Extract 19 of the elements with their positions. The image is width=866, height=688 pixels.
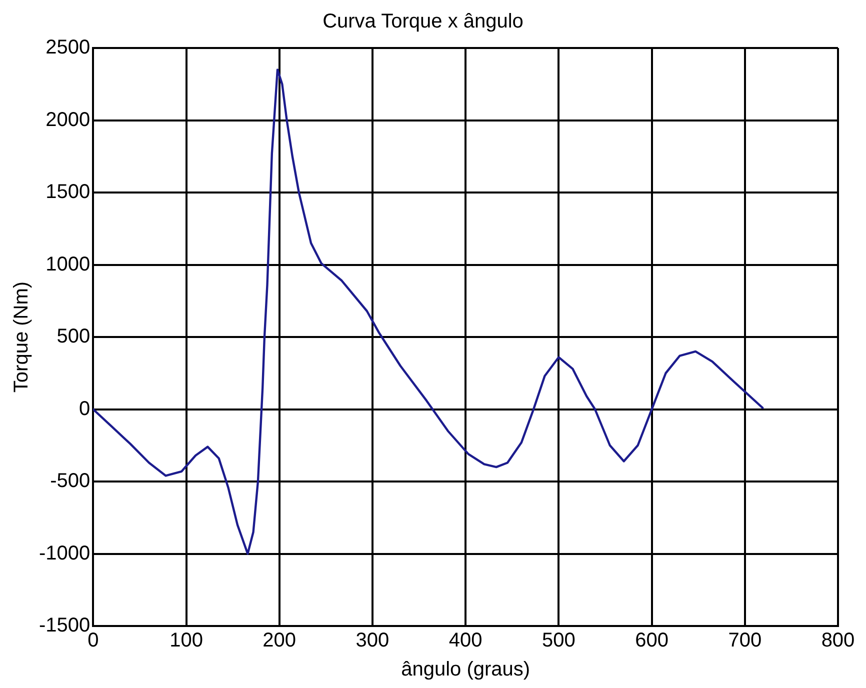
x-axis-title: ângulo (graus) [401,658,530,681]
x-tick-label: 700 [728,630,762,652]
y-tick-label: 2500 [46,36,90,59]
x-tick-label: 500 [542,630,576,652]
y-tick-label: 0 [79,398,90,420]
x-tick-label: 100 [170,630,203,652]
y-tick-label: -500 [50,470,90,492]
y-tick-label: 1500 [46,181,90,204]
chart-title: Curva Torque x ângulo [322,10,524,33]
y-tick-label: 500 [56,326,90,348]
x-tick-label: 400 [448,630,482,652]
x-tick-label: 600 [635,630,668,652]
x-tick-label: 800 [821,630,855,652]
x-tick-label: 200 [262,630,296,652]
y-tick-label: 2000 [46,108,90,131]
y-tick-label: 1000 [46,253,90,276]
y-tick-label: -1000 [38,542,90,564]
y-axis-title: Torque (Nm) [10,281,33,393]
x-tick-label: 300 [356,630,390,652]
